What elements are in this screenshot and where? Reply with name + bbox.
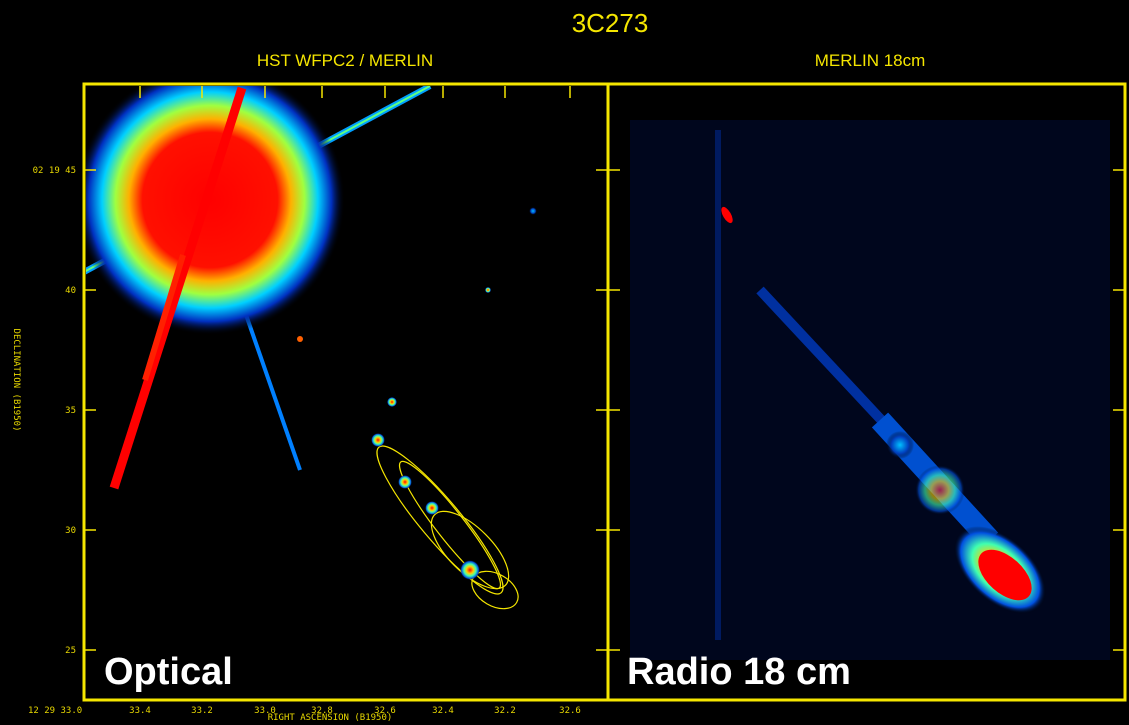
panel-label: Radio 18 cm (627, 651, 851, 693)
x-tick-label: 33.0 (254, 706, 276, 716)
panel-title: MERLIN 18cm (815, 51, 926, 70)
x-tick-label: 32.6 (374, 706, 396, 716)
x-tick-label: 33.2 (191, 706, 213, 716)
y-tick-label: 35 (65, 406, 76, 416)
optical-image (75, 65, 537, 616)
y-tick-label: 30 (65, 526, 76, 536)
x-tick-label: 12 29 33.0 (28, 706, 82, 716)
panel-label: Optical (104, 651, 233, 693)
x-tick-label: 32.4 (432, 706, 454, 716)
figure: 3C273 HST WFPC2 / MERLIN MERLIN 18cm Opt… (0, 0, 1129, 725)
figure-title: 3C273 (572, 8, 649, 38)
y-tick-label: 02 19 45 (33, 166, 76, 176)
radio-image (630, 120, 1110, 660)
y-tick-label: 40 (65, 286, 76, 296)
panel-title: HST WFPC2 / MERLIN (257, 51, 433, 70)
x-tick-label: 32.8 (311, 706, 333, 716)
y-axis-label: DECLINATION (B1950) (11, 329, 21, 432)
x-tick-label: 33.4 (129, 706, 151, 716)
y-tick-label: 25 (65, 646, 76, 656)
x-tick-label: 32.6 (559, 706, 581, 716)
x-tick-label: 32.2 (494, 706, 516, 716)
